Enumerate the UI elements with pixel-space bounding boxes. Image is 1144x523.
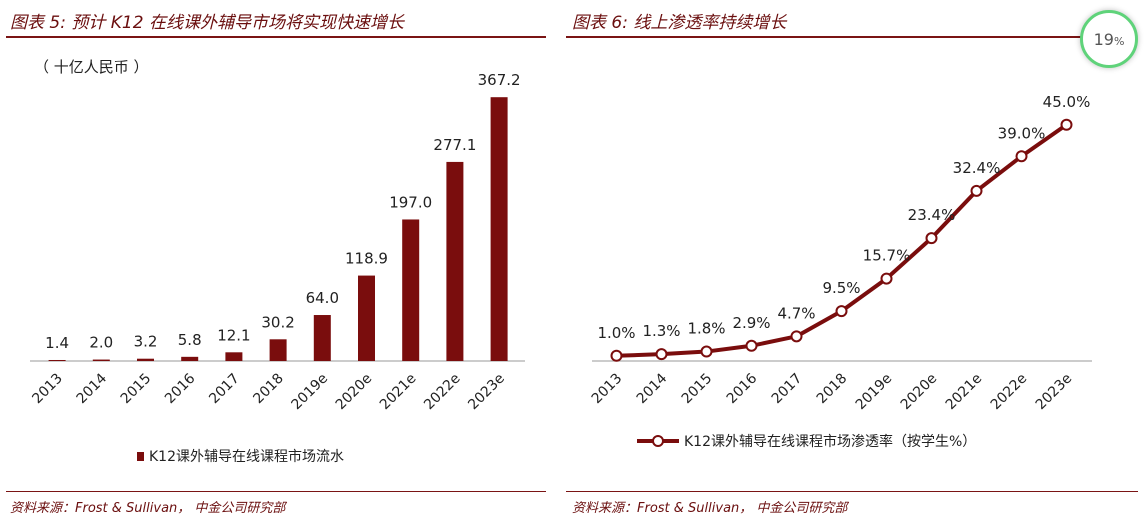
bar-2013: [48, 359, 66, 361]
legend-label: K12课外辅导在线课程市场渗透率（按学生%）: [684, 433, 976, 450]
data-label-2019e: 15.7%: [863, 247, 911, 265]
tick-label-2017: 2017: [206, 371, 243, 408]
legend-swatch: [137, 452, 144, 461]
data-label-2016: 5.8: [178, 331, 202, 349]
line-chart-source: 资料来源：Frost & Sullivan， 中金公司研究部: [572, 501, 848, 516]
tick-label-2016: 2016: [724, 370, 761, 407]
bar-2023e: [490, 97, 508, 361]
data-label-2023e: 45.0%: [1043, 93, 1091, 111]
bar-chart-unit: （ 十亿人民币 ）: [34, 58, 149, 76]
point-2023e: [1060, 118, 1073, 131]
tick-label-2015: 2015: [679, 371, 716, 408]
data-label-2022e: 277.1: [433, 136, 476, 154]
tick-label-2020e: 2020e: [333, 371, 376, 414]
bar-2018: [269, 339, 287, 361]
line-chart-panel: 图表 6: 线上渗透率持续增长 1.0% 2013 1.3% 2014 1.8% 2015…: [562, 0, 1144, 523]
tick-label-2019e: 2019e: [853, 371, 896, 414]
data-label-2013: 1.4: [45, 334, 69, 352]
data-label-2020e: 23.4%: [908, 206, 956, 224]
tick-label-2013: 2013: [589, 371, 626, 408]
data-label-2017: 4.7%: [777, 304, 815, 322]
data-label-2014: 2.0: [89, 334, 113, 352]
point-2016: [745, 339, 758, 352]
data-label-2014: 1.3%: [642, 322, 680, 340]
tick-label-2023e: 2023e: [1033, 371, 1076, 414]
bar-chart: 1.4 2013 2.0 2014 3.2 2015 5.8 2016 12.1 2017 30.2…: [29, 71, 525, 465]
data-label-2018: 30.2: [261, 313, 294, 331]
bar-2016: [181, 356, 199, 361]
legend-marker: [652, 435, 664, 447]
point-2015: [700, 345, 713, 358]
badge-suffix: %: [1113, 34, 1125, 48]
data-label-2015: 1.8%: [687, 320, 725, 338]
point-2018: [835, 305, 848, 318]
progress-badge[interactable]: 19%: [1080, 10, 1138, 68]
tick-label-2020e: 2020e: [898, 371, 941, 414]
bar-2021e: [402, 219, 420, 361]
tick-label-2023e: 2023e: [465, 371, 508, 414]
tick-label-2022e: 2022e: [421, 371, 464, 414]
data-label-2019e: 64.0: [306, 289, 339, 307]
point-2022e: [1015, 150, 1028, 163]
bar-chart-source: 资料来源：Frost & Sullivan， 中金公司研究部: [10, 501, 286, 516]
bar-chart-title: 图表 5: 预计 K12 在线课外辅导市场将实现快速增长: [10, 13, 404, 33]
data-label-2023e: 367.2: [478, 71, 521, 89]
tick-label-2013: 2013: [29, 371, 66, 408]
bar-2019e: [313, 315, 331, 361]
tick-label-2016: 2016: [162, 370, 199, 407]
point-2020e: [925, 232, 938, 245]
bar-2017: [225, 352, 243, 361]
bar-2015: [137, 358, 154, 361]
data-label-2021e: 32.4%: [953, 159, 1001, 177]
data-label-2018: 9.5%: [822, 279, 860, 297]
point-2017: [790, 330, 803, 343]
data-label-2022e: 39.0%: [998, 124, 1046, 142]
data-label-2013: 1.0%: [597, 324, 635, 342]
tick-label-2014: 2014: [634, 370, 671, 407]
line-chart-title: 图表 6: 线上渗透率持续增长: [572, 13, 787, 33]
tick-label-2018: 2018: [250, 371, 287, 408]
data-label-2017: 12.1: [217, 326, 250, 344]
line-chart: 1.0% 2013 1.3% 2014 1.8% 2015 2.9% 2016 4.7% 2017…: [589, 93, 1092, 450]
tick-label-2015: 2015: [118, 371, 155, 408]
tick-label-2022e: 2022e: [988, 371, 1031, 414]
bar-2022e: [446, 161, 464, 361]
tick-label-2014: 2014: [74, 370, 111, 407]
tick-label-2021e: 2021e: [377, 371, 420, 414]
tick-label-2017: 2017: [769, 371, 806, 408]
bar-2014: [92, 359, 110, 361]
tick-label-2018: 2018: [814, 371, 851, 408]
point-2014: [655, 348, 668, 361]
point-2013: [610, 349, 623, 362]
legend-label: K12课外辅导在线课程市场流水: [149, 448, 344, 465]
source-rule: [6, 491, 546, 492]
title-rule: [6, 36, 546, 38]
data-label-2015: 3.2: [134, 333, 158, 351]
data-label-2016: 2.9%: [732, 314, 770, 332]
title-rule: [566, 36, 1086, 38]
bar-chart-panel: 图表 5: 预计 K12 在线课外辅导市场将实现快速增长 （ 十亿人民币 ） 1…: [0, 0, 556, 523]
tick-label-2021e: 2021e: [943, 371, 986, 414]
point-2021e: [970, 184, 983, 197]
data-label-2020e: 118.9: [345, 250, 388, 268]
point-2019e: [880, 272, 893, 285]
source-rule: [566, 491, 1138, 492]
bar-2020e: [358, 275, 375, 361]
data-label-2021e: 197.0: [389, 193, 432, 211]
tick-label-2019e: 2019e: [289, 371, 332, 414]
badge-value: 19: [1093, 29, 1114, 49]
